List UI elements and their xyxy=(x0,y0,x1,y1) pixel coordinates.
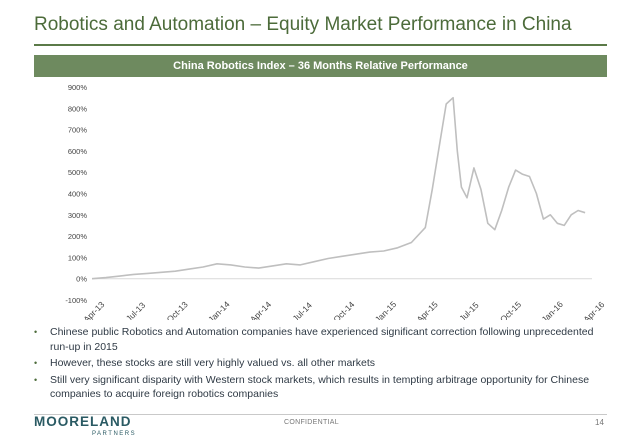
y-tick-label: 800% xyxy=(68,104,88,113)
bullet-icon: • xyxy=(34,358,38,368)
y-tick-label: 500% xyxy=(68,168,88,177)
chart-banner: China Robotics Index – 36 Months Relativ… xyxy=(34,55,607,77)
y-tick-label: 0% xyxy=(76,275,87,284)
y-tick-label: 100% xyxy=(68,253,88,262)
logo-subtitle: PARTNERS xyxy=(92,431,137,437)
x-tick-label: Apr-16 xyxy=(581,299,606,320)
slide-title: Robotics and Automation – Equity Market … xyxy=(34,14,572,35)
x-tick-label: Jan-15 xyxy=(373,299,399,320)
bullet-item: • Still very significant disparity with W… xyxy=(34,373,604,402)
performance-chart: -100% 0% 100% 200% 300% 400% 500% 600% 700% 800% 9… xyxy=(65,83,606,320)
x-tick-label: Apr-15 xyxy=(415,299,440,320)
x-tick-label: Jan-16 xyxy=(539,299,565,320)
bullet-icon: • xyxy=(34,327,38,337)
y-tick-label: 400% xyxy=(68,190,88,199)
logo-wordmark: MOORELAND xyxy=(34,414,132,429)
x-tick-label: Jan-14 xyxy=(206,299,232,320)
x-tick-label: Jul-13 xyxy=(124,300,148,320)
y-tick-label: 900% xyxy=(68,83,88,92)
y-tick-label: -100% xyxy=(65,296,87,305)
x-tick-label: Oct-13 xyxy=(165,299,190,320)
bullet-icon: • xyxy=(34,374,38,385)
page-number: 14 xyxy=(595,418,604,427)
bullet-list: • Chinese public Robotics and Automation … xyxy=(34,325,604,404)
series-line xyxy=(91,96,586,280)
y-axis: -100% 0% 100% 200% 300% 400% 500% 600% 700% 800% 9… xyxy=(65,83,592,305)
x-axis: Apr-13 Jul-13 Oct-13 Jan-14 Apr-14 Jul-14 Oct-… xyxy=(81,299,606,320)
footer-rule xyxy=(34,414,607,415)
series-layer xyxy=(91,96,586,280)
x-tick-label: Oct-14 xyxy=(331,299,356,320)
bullet-item: • However, these stocks are still very hi… xyxy=(34,356,604,371)
y-tick-label: 600% xyxy=(68,147,88,156)
x-tick-label: Apr-14 xyxy=(248,299,273,320)
x-tick-label: Oct-15 xyxy=(498,299,523,320)
title-rule xyxy=(34,44,607,46)
bullet-item: • Chinese public Robotics and Automation … xyxy=(34,325,604,354)
x-tick-label: Jul-14 xyxy=(290,300,314,320)
bullet-text: Still very significant disparity with We… xyxy=(50,373,590,401)
y-tick-label: 200% xyxy=(68,232,88,241)
company-logo: MOORELAND PARTNERS xyxy=(34,414,135,437)
confidential-label: CONFIDENTIAL xyxy=(284,419,339,426)
bullet-text: Chinese public Robotics and Automation c… xyxy=(50,326,594,353)
bullet-text: However, these stocks are still very hig… xyxy=(50,357,376,369)
x-tick-label: Jul-15 xyxy=(457,300,481,320)
y-tick-label: 700% xyxy=(68,126,88,135)
y-tick-label: 300% xyxy=(68,211,88,220)
